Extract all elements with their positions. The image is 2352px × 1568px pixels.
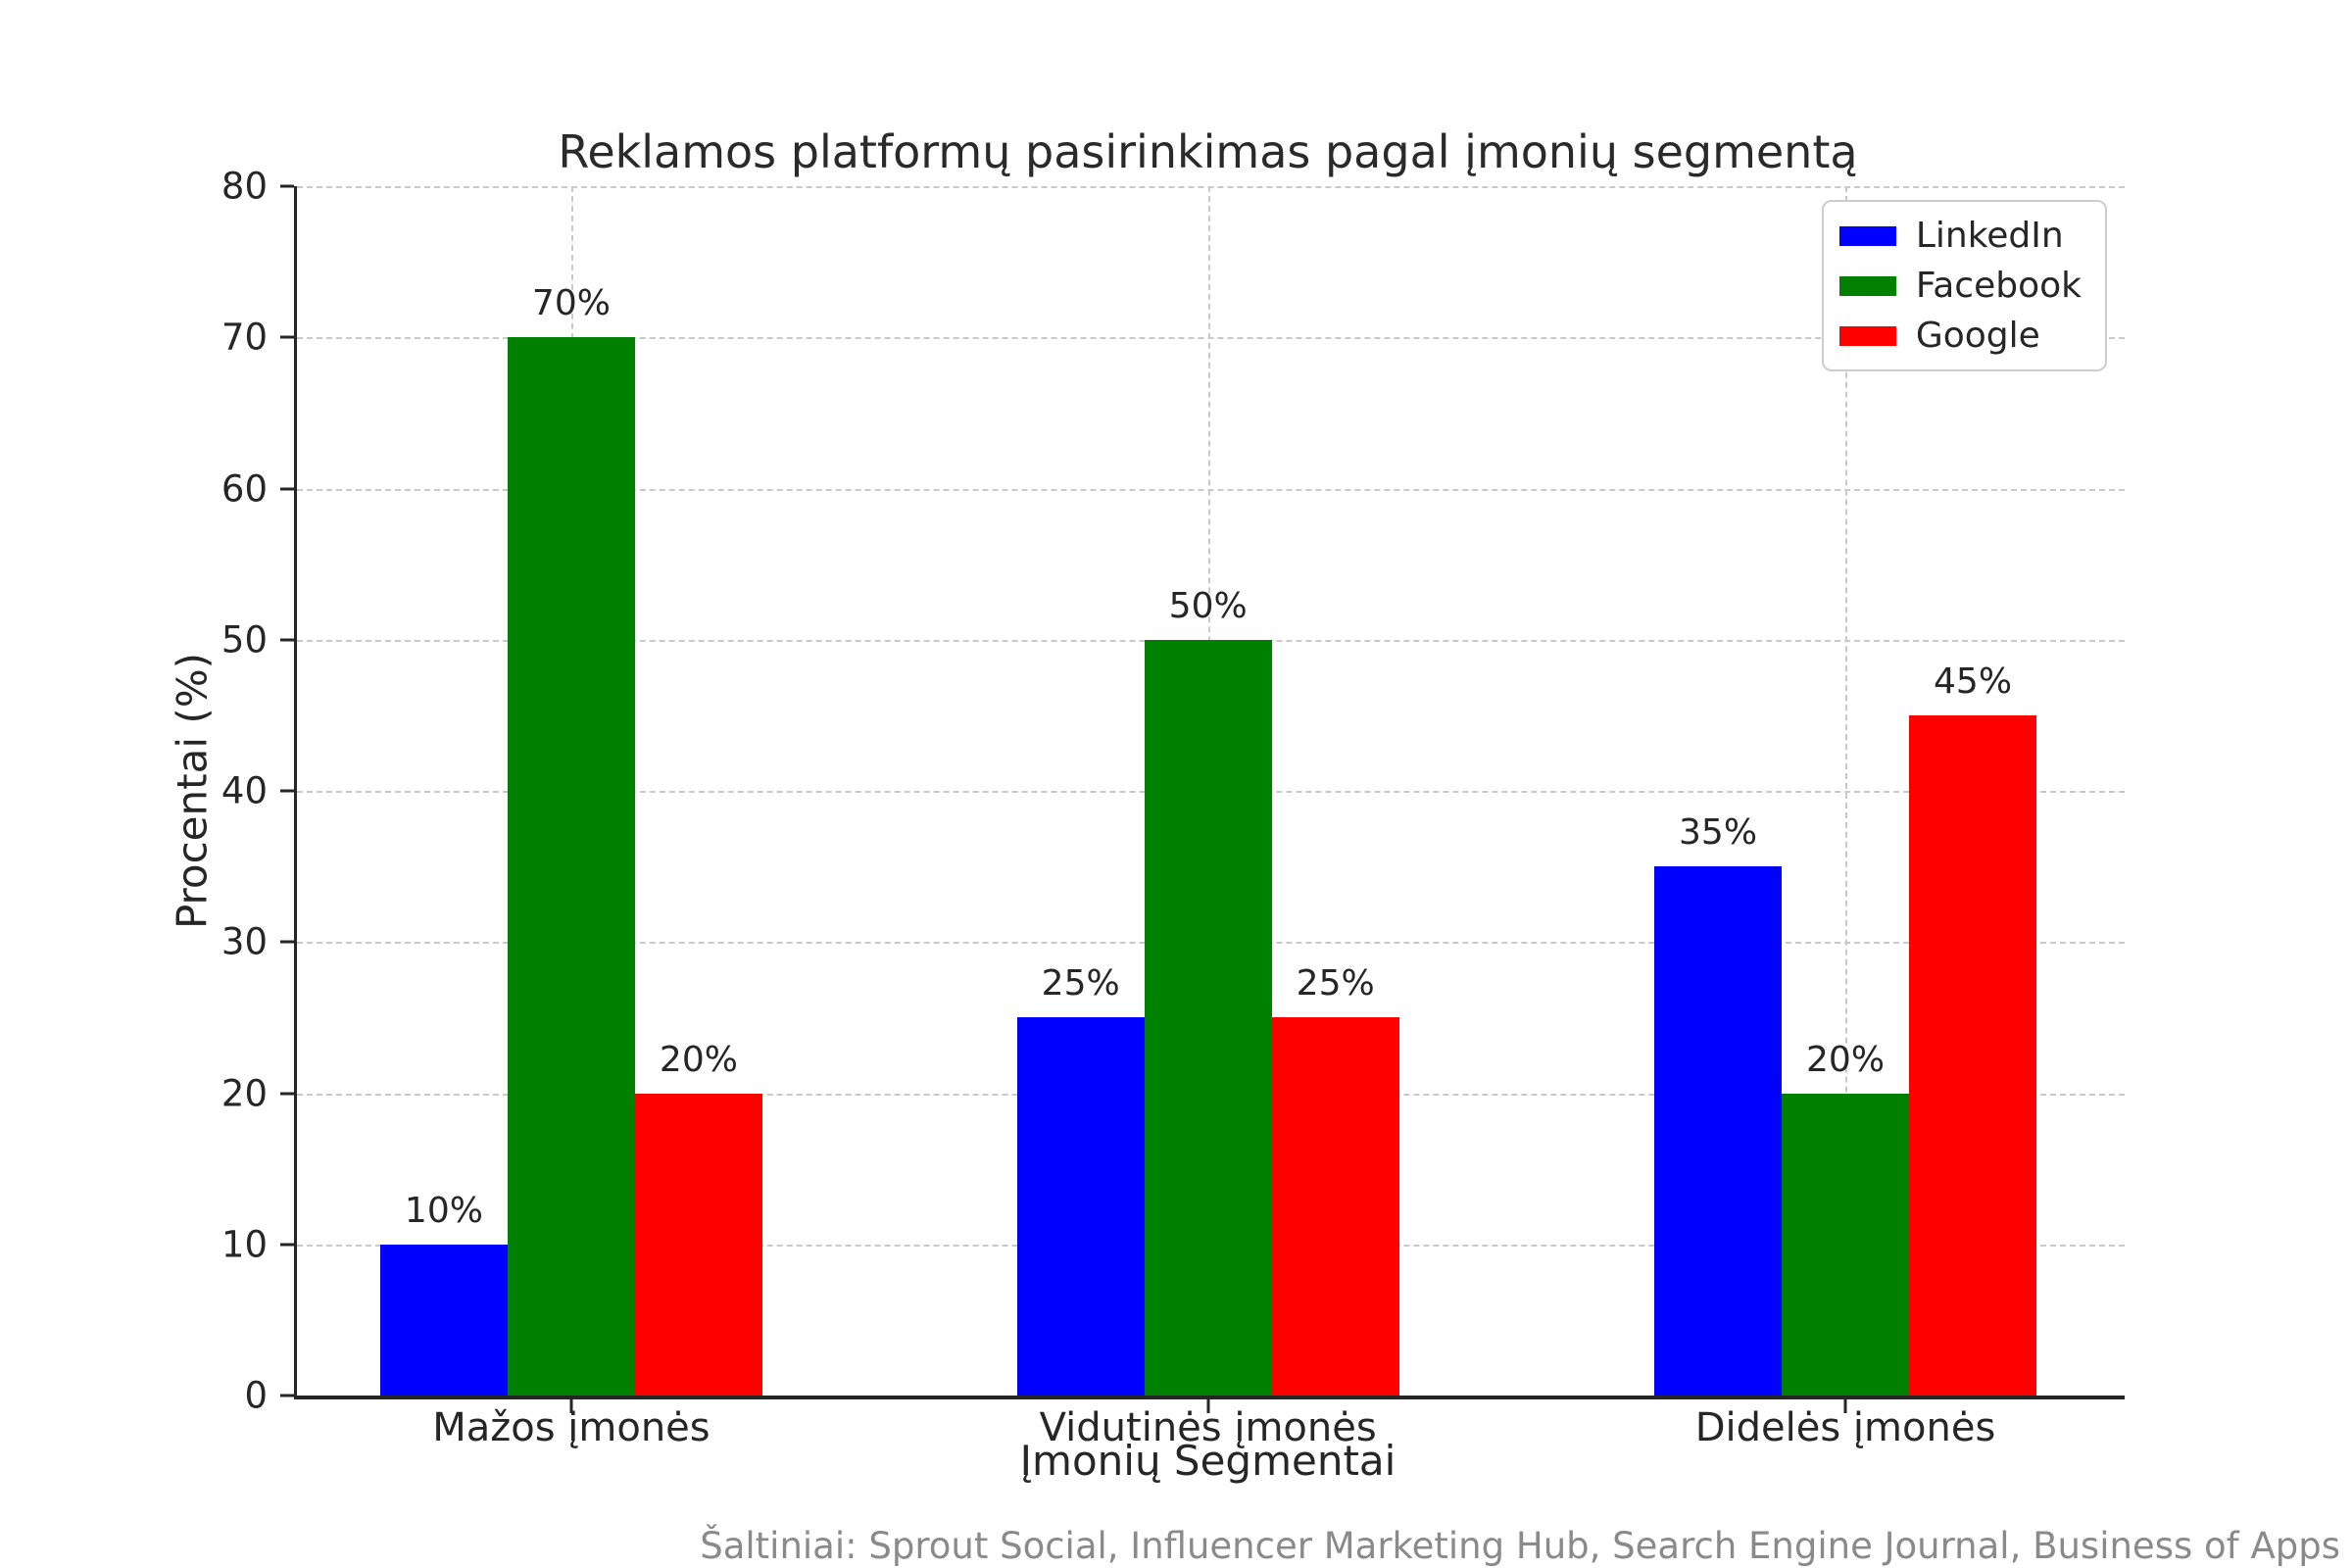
bar-linkedin-2 xyxy=(1654,866,1783,1396)
bar-google-1 xyxy=(1271,1017,1399,1396)
legend-swatch-google xyxy=(1838,325,1896,346)
plot-area: LinkedIn Facebook Google 0 10 20 30 40 50 60 70 80… xyxy=(221,166,2125,1450)
bar-facebook-0 xyxy=(507,337,635,1396)
bar-label-google-1: 25% xyxy=(1296,963,1375,1004)
x-tick-label-2: Didelės įmonės xyxy=(1694,1405,1996,1450)
y-tick-50 xyxy=(280,638,294,642)
bar-facebook-2 xyxy=(1782,1093,1910,1396)
y-tick-30 xyxy=(280,940,294,944)
y-tick-label-40: 40 xyxy=(220,769,268,812)
y-gridline-60 xyxy=(297,488,2125,491)
y-tick-0 xyxy=(280,1394,294,1397)
y-tick-label-80: 80 xyxy=(220,165,268,208)
bar-google-0 xyxy=(634,1093,762,1396)
bar-label-google-2: 45% xyxy=(1934,661,2013,702)
y-tick-label-60: 60 xyxy=(220,467,268,510)
y-tick-label-50: 50 xyxy=(220,618,268,662)
bar-label-google-0: 20% xyxy=(659,1039,738,1080)
y-tick-70 xyxy=(280,335,294,339)
bar-label-linkedin-2: 35% xyxy=(1679,812,1758,854)
y-tick-60 xyxy=(280,487,294,490)
y-tick-label-0: 0 xyxy=(244,1374,268,1417)
x-tick-label-0: Mažos įmonės xyxy=(432,1405,710,1450)
y-tick-20 xyxy=(280,1092,294,1095)
y-tick-label-30: 30 xyxy=(220,920,268,963)
legend-item-linkedin: LinkedIn xyxy=(1838,216,2082,256)
x-tick-1 xyxy=(1206,1399,1210,1413)
bar-label-facebook-2: 20% xyxy=(1806,1039,1886,1080)
x-tick-0 xyxy=(569,1399,573,1413)
legend: LinkedIn Facebook Google xyxy=(1821,200,2107,371)
legend-item-google: Google xyxy=(1838,316,2082,356)
bar-label-facebook-1: 50% xyxy=(1168,585,1248,626)
y-axis-label: Procentai (%) xyxy=(168,652,217,930)
source-note: Šaltiniai: Sprout Social, Influencer Mar… xyxy=(700,1525,2340,1567)
bar-facebook-1 xyxy=(1144,639,1272,1396)
bar-label-facebook-0: 70% xyxy=(531,283,611,324)
y-tick-40 xyxy=(280,789,294,793)
x-tick-2 xyxy=(1843,1399,1847,1413)
x-axis-label: Įmonių Segmentai xyxy=(1019,1437,1396,1485)
y-tick-80 xyxy=(280,184,294,188)
x-tick-label-1: Vidutinės įmonės xyxy=(1039,1405,1377,1450)
bar-label-linkedin-1: 25% xyxy=(1041,963,1120,1004)
legend-item-facebook: Facebook xyxy=(1838,266,2082,306)
y-tick-label-70: 70 xyxy=(220,316,268,359)
legend-swatch-linkedin xyxy=(1838,225,1896,246)
y-tick-label-20: 20 xyxy=(220,1072,268,1114)
bar-linkedin-0 xyxy=(379,1244,508,1396)
bar-label-linkedin-0: 10% xyxy=(404,1190,483,1231)
y-gridline-80 xyxy=(297,186,2125,188)
x-gridline-2 xyxy=(1845,186,1848,1396)
y-tick-label-10: 10 xyxy=(220,1223,268,1266)
bar-linkedin-1 xyxy=(1016,1017,1145,1396)
y-gridline-70 xyxy=(297,337,2125,340)
legend-label-linkedin: LinkedIn xyxy=(1915,216,2064,256)
y-tick-10 xyxy=(280,1243,294,1247)
chart-title: Reklamos platformų pasirinkimas pagal įm… xyxy=(558,125,1858,178)
legend-label-facebook: Facebook xyxy=(1915,266,2082,306)
legend-label-google: Google xyxy=(1915,316,2040,356)
legend-swatch-facebook xyxy=(1838,275,1896,296)
bar-google-2 xyxy=(1909,714,2037,1396)
